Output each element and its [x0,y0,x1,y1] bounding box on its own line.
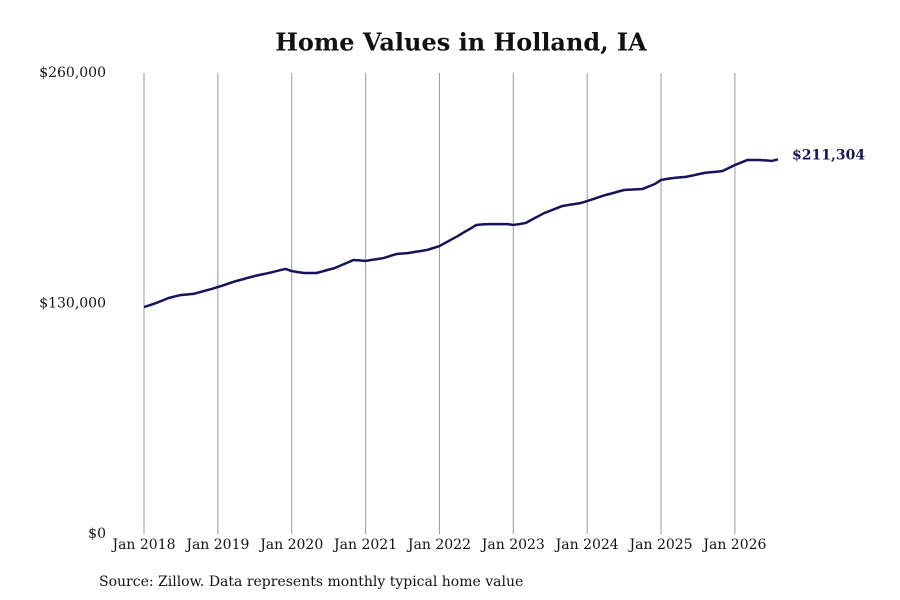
y-tick-label: $0 [88,526,106,542]
x-tick-label: Jan 2019 [184,537,249,553]
x-tick-label: Jan 2026 [701,537,766,553]
x-tick-label: Jan 2020 [258,537,323,553]
y-tick-label: $130,000 [39,296,106,312]
x-tick-label: Jan 2021 [332,537,397,553]
x-tick-label: Jan 2025 [628,537,693,553]
chart-title: Home Values in Holland, IA [275,28,647,57]
source-note: Source: Zillow. Data represents monthly … [99,574,523,590]
x-tick-label: Jan 2023 [480,537,545,553]
y-tick-label: $260,000 [39,65,106,81]
x-tick-label: Jan 2022 [406,537,471,553]
value-label: $211,304 [792,147,865,163]
x-tick-label: Jan 2024 [554,537,619,553]
series-line [143,158,779,309]
x-tick-label: Jan 2018 [110,537,175,553]
